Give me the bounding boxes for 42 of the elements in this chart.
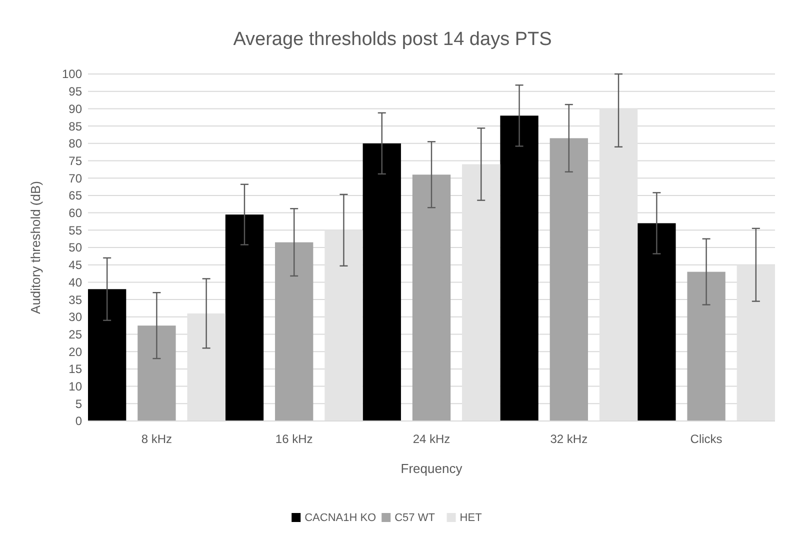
y-tick-label: 95 xyxy=(68,84,82,99)
y-tick-label: 70 xyxy=(68,171,82,186)
bar xyxy=(88,289,126,421)
chart-title: Average thresholds post 14 days PTS xyxy=(233,29,552,50)
bar xyxy=(275,242,314,421)
x-tick-label: Clicks xyxy=(690,432,722,446)
x-tick-label: 32 kHz xyxy=(550,432,588,446)
y-tick-label: 60 xyxy=(68,206,82,220)
y-tick-label: 10 xyxy=(68,380,82,394)
bar xyxy=(412,174,451,421)
x-tick-label: 16 kHz xyxy=(275,432,313,446)
bar xyxy=(500,116,538,421)
y-axis-title: Auditory threshold (dB) xyxy=(28,181,43,314)
x-tick-label: 24 kHz xyxy=(412,432,450,446)
legend-label: HET xyxy=(460,512,482,524)
y-tick-label: 85 xyxy=(68,119,82,134)
bar xyxy=(687,272,726,421)
y-tick-label: 5 xyxy=(75,396,82,411)
y-tick-label: 50 xyxy=(68,240,82,255)
bar xyxy=(550,138,588,421)
y-tick-label: 75 xyxy=(68,154,82,168)
legend-label: C57 WT xyxy=(394,512,436,524)
y-tick-label: 40 xyxy=(68,275,82,290)
y-tick-label: 55 xyxy=(68,223,82,238)
y-tick-label: 0 xyxy=(75,414,82,428)
y-tick-label: 25 xyxy=(68,327,82,342)
bar xyxy=(638,223,676,421)
y-tick-label: 90 xyxy=(68,102,82,116)
y-tick-label: 15 xyxy=(68,362,82,376)
y-tick-label: 45 xyxy=(68,258,82,272)
bar xyxy=(225,214,264,421)
y-tick-label: 20 xyxy=(68,344,82,359)
x-axis-title: Frequency xyxy=(400,461,463,476)
bar xyxy=(138,326,176,421)
y-tick-label: 80 xyxy=(68,136,82,151)
bar xyxy=(362,143,401,421)
y-tick-label: 35 xyxy=(68,292,82,307)
y-tick-label: 65 xyxy=(68,188,82,203)
y-tick-label: 100 xyxy=(62,67,82,82)
y-tick-label: 30 xyxy=(68,310,82,324)
legend-label: CACNA1H KO xyxy=(304,512,377,524)
x-tick-label: 8 kHz xyxy=(141,432,172,446)
